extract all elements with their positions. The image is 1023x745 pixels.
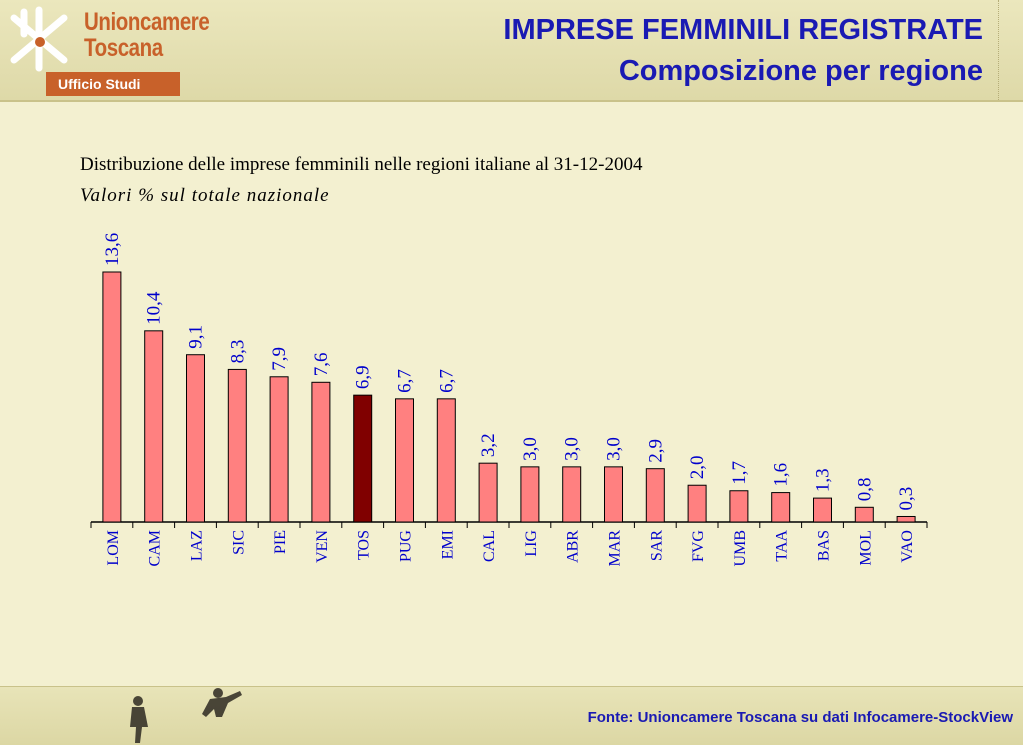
tick-label-laz: LAZ (189, 530, 206, 561)
footer-bar: Fonte: Unioncamere Toscana su dati Infoc… (0, 686, 1023, 745)
bar-pie (269, 376, 289, 523)
unioncamere-logo-icon (10, 6, 68, 72)
tick-label-sar: SAR (648, 530, 665, 561)
data-label-laz: 9,1 (186, 325, 207, 349)
tick-label-cal: CAL (481, 530, 498, 562)
chart-title: Distribuzione delle imprese femminili ne… (80, 154, 643, 175)
data-label-cal: 3,2 (478, 433, 499, 457)
data-label-emi: 6,7 (436, 369, 457, 393)
header-divider (998, 0, 999, 100)
bar-lig (520, 466, 540, 523)
tick-label-taa: TAA (774, 530, 791, 562)
bar-mol (854, 506, 874, 523)
tick-label-tos: TOS (356, 530, 373, 560)
tick-label-vao: VAO (899, 530, 916, 563)
bar-tos (353, 394, 373, 523)
bar-cam (144, 330, 164, 523)
bar-laz (186, 354, 205, 523)
tick-label-cam: CAM (147, 530, 164, 566)
data-label-mol: 0,8 (854, 478, 875, 502)
bar-chart: 13,6 LOM 10,4 CAM 9,1 LAZ 8,3 SIC 7,9 PIE 7,6 VEN 6,… (90, 233, 928, 567)
page-title: IMPRESE FEMMINILI REGISTRATE (503, 14, 983, 46)
tick-label-bas: BAS (816, 530, 833, 561)
data-label-umb: 1,7 (729, 461, 750, 485)
tick-label-sic: SIC (230, 530, 247, 555)
bar-sar (645, 468, 665, 523)
bar-emi (436, 398, 456, 523)
data-label-lom: 13,6 (102, 233, 123, 266)
bar-cal (478, 462, 498, 523)
data-label-tos: 6,9 (353, 365, 374, 389)
data-label-bas: 1,3 (813, 468, 834, 492)
data-label-pug: 6,7 (395, 369, 416, 393)
tick-label-lig: LIG (523, 530, 540, 557)
data-label-cam: 10,4 (144, 291, 165, 325)
bar-sic (227, 368, 247, 523)
data-label-ven: 7,6 (311, 353, 332, 377)
chart-subtitle: Valori % sul totale nazionale (80, 185, 330, 206)
bar-ven (311, 381, 331, 523)
tick-label-pug: PUG (398, 530, 415, 562)
data-label-vao: 0,3 (896, 487, 917, 511)
tick-label-lom: LOM (105, 530, 122, 566)
bar-pug (395, 398, 414, 523)
tick-label-abr: ABR (565, 530, 582, 563)
bar-vao (896, 515, 916, 523)
data-label-abr: 3,0 (562, 437, 583, 461)
tick-label-ven: VEN (314, 530, 331, 563)
logo-name-line1: Unioncamere (84, 8, 210, 36)
source-note: Fonte: Unioncamere Toscana su dati Infoc… (587, 709, 1013, 726)
bar-umb (729, 490, 749, 523)
data-label-mar: 3,0 (604, 437, 625, 461)
data-label-sar: 2,9 (645, 439, 666, 463)
data-label-pie: 7,9 (269, 347, 290, 371)
data-label-fvg: 2,0 (687, 455, 708, 479)
data-label-sic: 8,3 (227, 340, 248, 364)
office-badge: Ufficio Studi (46, 72, 180, 96)
bar-bas (813, 497, 832, 523)
tick-label-emi: EMI (439, 530, 456, 559)
bar-abr (562, 466, 582, 523)
data-label-taa: 1,6 (771, 463, 792, 487)
data-label-lig: 3,0 (520, 437, 541, 461)
tick-label-pie: PIE (272, 530, 289, 554)
logo-name-line2: Toscana (84, 34, 163, 62)
bar-taa (771, 492, 791, 523)
tick-label-umb: UMB (732, 530, 749, 566)
tick-label-mar: MAR (607, 530, 624, 567)
header-bar: Unioncamere Toscana Ufficio Studi IMPRES… (0, 0, 1023, 102)
tick-label-mol: MOL (857, 530, 874, 566)
bar-mar (604, 466, 623, 523)
page-subtitle: Composizione per regione (618, 55, 983, 87)
tick-label-fvg: FVG (690, 530, 707, 562)
bar-fvg (687, 484, 707, 523)
bar-lom (102, 271, 122, 523)
walking-figures-icon (130, 688, 242, 743)
